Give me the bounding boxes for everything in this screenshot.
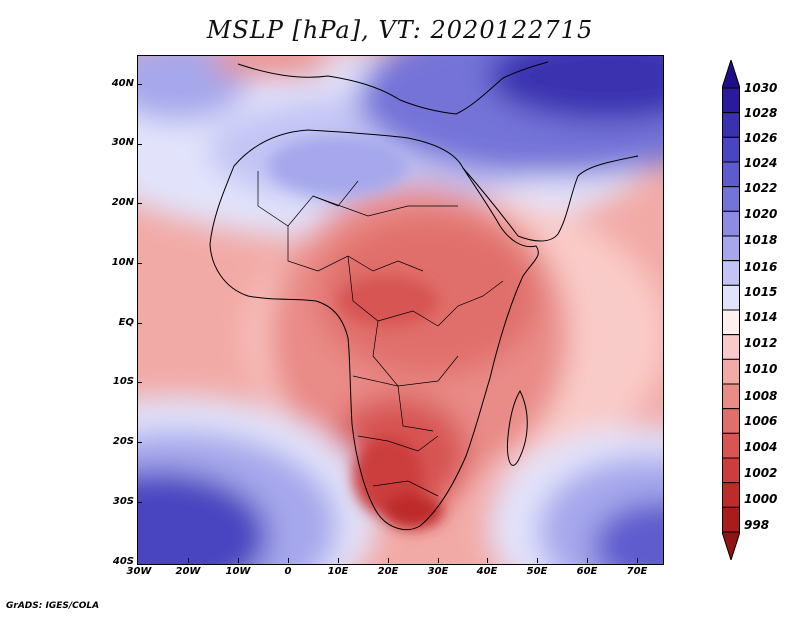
colorbar xyxy=(722,60,740,560)
lat-label: 10N xyxy=(111,257,134,268)
colorbar-segment xyxy=(722,112,740,138)
colorbar-segment xyxy=(722,161,740,188)
colorbar-label: 1030 xyxy=(744,81,778,95)
colorbar-label: 1018 xyxy=(744,233,778,247)
colorbar-segment xyxy=(722,408,740,434)
lon-label: 70E xyxy=(626,566,648,577)
colorbar-bottom-arrow xyxy=(722,531,740,560)
lat-label: 10S xyxy=(112,376,134,387)
lat-label: 30N xyxy=(111,137,134,148)
map-title: MSLP [hPa], VT: 2020122715 xyxy=(206,16,594,44)
colorbar-segment xyxy=(722,284,740,311)
lat-tick xyxy=(137,84,142,85)
lon-label: 60E xyxy=(576,566,598,577)
colorbar-label: 1015 xyxy=(744,285,778,299)
colorbar-segment xyxy=(722,87,740,114)
lon-label: 0 xyxy=(284,566,292,577)
colorbar-segment xyxy=(722,260,740,286)
lon-tick xyxy=(188,558,189,563)
lat-label: 40N xyxy=(111,78,134,89)
colorbar-segment xyxy=(722,334,740,360)
colorbar-label: 1022 xyxy=(744,181,778,195)
credit-text: GrADS: IGES/COLA xyxy=(6,601,100,611)
colorbar-segment xyxy=(722,136,740,163)
colorbar-label: 1000 xyxy=(744,492,778,506)
lat-tick xyxy=(137,502,142,503)
lon-label: 30E xyxy=(427,566,449,577)
colorbar-segment xyxy=(722,358,740,385)
colorbar-label: 1010 xyxy=(744,362,778,376)
colorbar-segment xyxy=(722,235,740,262)
lat-tick xyxy=(137,203,142,204)
lat-label: 40S xyxy=(112,556,134,567)
lon-tick xyxy=(388,558,389,563)
colorbar-label: 1020 xyxy=(744,207,778,221)
lon-tick xyxy=(288,558,289,563)
colorbar-top-arrow xyxy=(722,60,740,89)
lat-tick xyxy=(137,144,142,145)
colorbar-segment xyxy=(722,506,740,533)
colorbar-label: 1006 xyxy=(744,414,778,428)
colorbar-label: 1016 xyxy=(744,260,778,274)
colorbar-label: 1002 xyxy=(744,466,778,480)
lon-label: 20W xyxy=(175,566,201,577)
lat-tick xyxy=(137,323,142,324)
mslp-field xyxy=(138,56,663,564)
colorbar-segment xyxy=(722,383,740,410)
coastlines xyxy=(209,61,639,530)
lon-tick xyxy=(537,558,538,563)
colorbar-segment xyxy=(722,309,740,336)
lat-tick xyxy=(137,382,142,383)
colorbar-segment xyxy=(722,186,740,212)
colorbar-segment xyxy=(722,210,740,237)
lon-tick xyxy=(238,558,239,563)
lon-label: 10E xyxy=(327,566,349,577)
lon-label: 50E xyxy=(526,566,548,577)
pressure-map xyxy=(137,55,664,565)
colorbar-label: 998 xyxy=(744,518,770,532)
colorbar-segment xyxy=(722,432,740,459)
lon-label: 10W xyxy=(225,566,251,577)
lat-label: 30S xyxy=(112,496,134,507)
lat-tick xyxy=(137,263,142,264)
colorbar-label: 1008 xyxy=(744,389,778,403)
colorbar-label: 1014 xyxy=(744,310,778,324)
lat-label: EQ xyxy=(118,317,134,328)
lon-tick xyxy=(487,558,488,563)
lon-tick xyxy=(637,558,638,563)
lat-tick xyxy=(137,442,142,443)
colorbar-label: 1024 xyxy=(744,156,778,170)
colorbar-label: 1012 xyxy=(744,336,778,350)
lon-tick xyxy=(338,558,339,563)
lon-label: 20E xyxy=(377,566,399,577)
lon-tick xyxy=(587,558,588,563)
colorbar-label: 1028 xyxy=(744,106,778,120)
lon-label: 30W xyxy=(126,566,152,577)
colorbar-label: 1004 xyxy=(744,440,778,454)
colorbar-label: 1026 xyxy=(744,131,778,145)
lon-label: 40E xyxy=(476,566,498,577)
lat-label: 20N xyxy=(111,197,134,208)
colorbar-segment xyxy=(722,457,740,484)
lat-label: 20S xyxy=(112,436,134,447)
lon-tick xyxy=(438,558,439,563)
colorbar-segment xyxy=(722,482,740,508)
